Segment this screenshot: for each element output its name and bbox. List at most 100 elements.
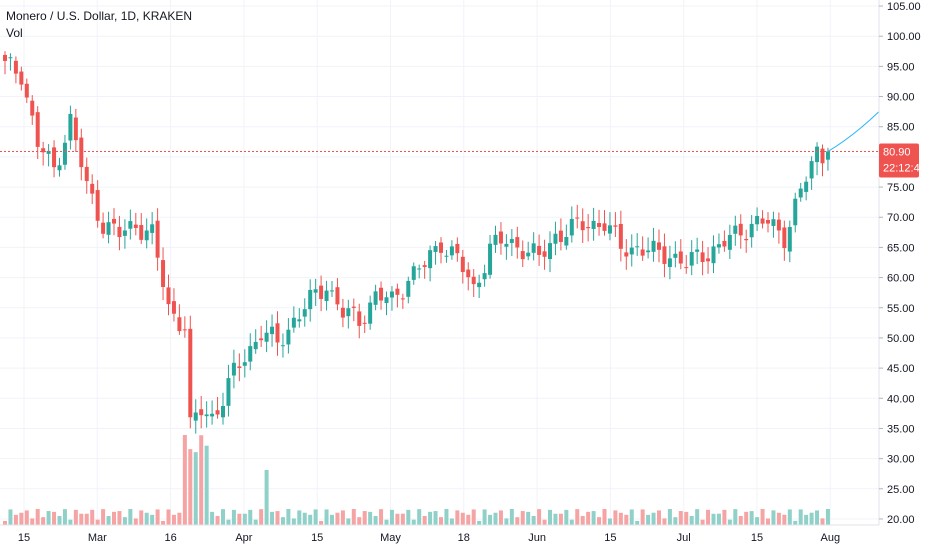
price-tick-label: 25.00: [887, 484, 915, 496]
candle-body: [226, 378, 231, 406]
candle-body: [8, 57, 13, 59]
time-tick-label: 15: [311, 532, 323, 544]
symbol-title[interactable]: Monero / U.S. Dollar, 1D, KRAKEN: [6, 9, 193, 23]
candle-body: [564, 236, 569, 246]
volume-bar: [117, 511, 122, 525]
volume-bar: [210, 511, 215, 525]
candle-body: [575, 217, 580, 219]
volume-bar: [482, 509, 487, 525]
candle-body: [308, 289, 313, 310]
price-tick-label: 40.00: [887, 393, 915, 405]
volume-bar: [264, 470, 269, 525]
volume-bar: [346, 518, 351, 525]
price-tick-label: 30.00: [887, 454, 915, 466]
price-tick-label: 70.00: [887, 212, 915, 224]
candle-body: [700, 252, 705, 262]
time-axis[interactable]: 15 Mar 16 Apr 15 May 18 Jun 15 Jul 15 Aug: [18, 532, 840, 544]
volume-bar: [515, 517, 520, 525]
candle-body: [548, 243, 552, 260]
volume-bar: [237, 513, 242, 525]
volume-bar: [144, 512, 149, 525]
volume-bars: [3, 435, 830, 525]
candle-body: [122, 230, 127, 236]
candle-body: [231, 362, 236, 376]
candle-body: [259, 338, 264, 341]
volume-bar: [155, 509, 160, 525]
candle-body: [57, 165, 62, 171]
volume-bar: [73, 509, 78, 525]
price-tick-label: 85.00: [887, 122, 915, 134]
volume-bar: [35, 509, 40, 525]
candle-body: [330, 290, 334, 292]
volume-bar: [537, 509, 542, 525]
volume-bar: [798, 509, 803, 525]
volume-bar: [684, 511, 689, 525]
candle-body: [488, 243, 493, 275]
volume-bar: [13, 514, 18, 525]
volume-bar: [804, 514, 809, 525]
volume-bar: [520, 511, 525, 525]
candle-body: [558, 230, 563, 243]
time-tick-label: 16: [164, 532, 176, 544]
candle-body: [3, 54, 7, 61]
time-tick-label: Aug: [821, 532, 841, 544]
volume-bar: [662, 518, 667, 525]
volume-bar: [782, 514, 787, 525]
candle-body: [798, 188, 803, 198]
candle-body: [84, 166, 89, 182]
volume-bar: [455, 510, 460, 525]
candle-body: [73, 117, 78, 141]
volume-bar: [586, 511, 591, 525]
volume-bar: [270, 511, 275, 525]
volume-bar: [613, 510, 618, 525]
candle-body: [346, 308, 351, 317]
candle-body: [586, 227, 591, 229]
candle-body: [35, 112, 40, 147]
candle-body: [782, 227, 787, 249]
candle-body: [237, 366, 242, 369]
volume-bar: [389, 509, 394, 525]
candle-body: [422, 265, 427, 267]
price-axis[interactable]: 20.00 25.00 30.00 35.00 40.00 45.00 50.00 55.00…: [879, 1, 921, 526]
volume-bar: [602, 509, 607, 525]
candle-body: [19, 71, 24, 85]
volume-bar: [275, 511, 280, 525]
volume-bar: [150, 514, 155, 525]
price-tick-label: 50.00: [887, 333, 915, 345]
candle-body: [275, 323, 280, 343]
volume-label[interactable]: Vol: [6, 26, 23, 40]
volume-bar: [308, 514, 313, 525]
volume-bar: [466, 514, 471, 525]
volume-bar: [313, 509, 318, 525]
volume-bar: [19, 512, 24, 525]
volume-bar: [766, 518, 770, 525]
volume-bar: [297, 510, 302, 525]
volume-bar: [695, 509, 700, 525]
volume-bar: [324, 509, 329, 525]
volume-bar: [558, 513, 563, 525]
volume-bar: [248, 509, 253, 525]
candle-body: [815, 146, 820, 163]
candle-body: [629, 247, 634, 255]
candle-body: [144, 230, 149, 241]
candle-body: [182, 329, 187, 331]
candle-body: [591, 220, 596, 229]
volume-bar: [760, 509, 765, 525]
candle-body: [30, 100, 35, 116]
volume-bar: [706, 509, 711, 525]
candle-body: [613, 225, 618, 227]
volume-bar: [128, 509, 133, 525]
price-tick-label: 55.00: [887, 303, 915, 315]
volume-bar: [122, 517, 127, 525]
candle-body: [357, 311, 362, 326]
volume-bar: [330, 514, 334, 525]
volume-bar: [564, 509, 569, 525]
volume-bar: [657, 510, 661, 525]
candle-body: [417, 268, 422, 270]
volume-bar: [825, 509, 830, 525]
volume-bar: [57, 515, 62, 525]
candle-body: [662, 246, 667, 264]
candle-body: [188, 328, 193, 418]
volume-bar: [253, 519, 258, 525]
